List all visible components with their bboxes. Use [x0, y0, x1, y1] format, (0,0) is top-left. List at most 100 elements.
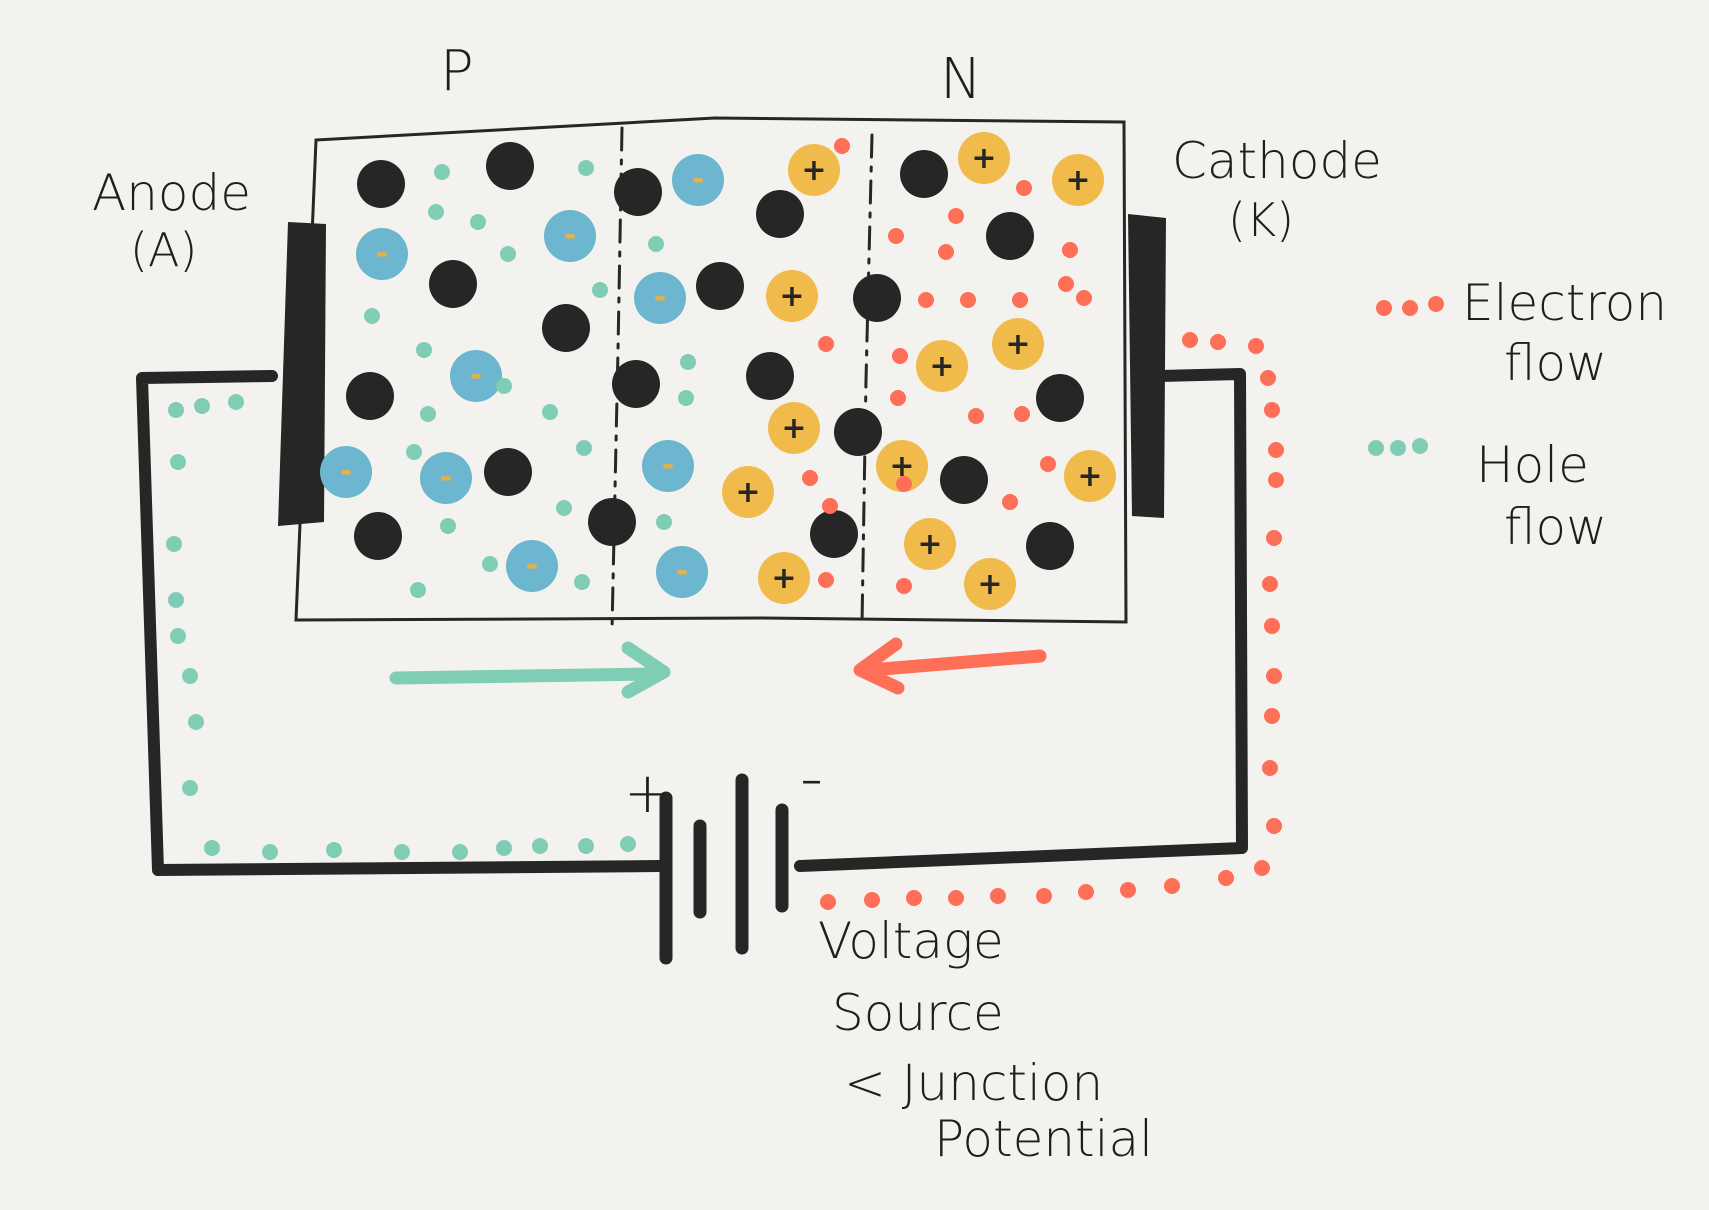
lattice-atom	[354, 512, 402, 560]
hole	[542, 404, 558, 420]
negative-ion	[506, 540, 558, 592]
electron	[822, 498, 838, 514]
electron	[864, 892, 880, 908]
hole	[394, 844, 410, 860]
hole	[416, 342, 432, 358]
hole	[262, 844, 278, 860]
hole	[482, 556, 498, 572]
electron	[1264, 708, 1280, 724]
negative-ion	[672, 154, 724, 206]
positive-ion	[766, 270, 818, 322]
n-region-label: N	[940, 47, 982, 112]
electron	[948, 208, 964, 224]
lattice-atom	[357, 160, 405, 208]
negative-ion-sign: -	[470, 358, 482, 393]
hole	[410, 582, 426, 598]
hole	[620, 836, 636, 852]
electron	[1210, 334, 1226, 350]
lattice-atom	[900, 150, 948, 198]
lattice-atom	[612, 360, 660, 408]
positive-ion-sign: +	[929, 349, 954, 384]
hole	[194, 398, 210, 414]
legend-hole-label-2: flow	[1504, 498, 1607, 556]
electron	[896, 578, 912, 594]
depletion-boundary-right	[860, 133, 874, 627]
lattice-atom	[756, 190, 804, 238]
positive-ion-sign: +	[781, 411, 806, 446]
depletion-boundaries	[610, 126, 874, 632]
wire-anode-side	[136, 370, 666, 876]
electron	[1262, 760, 1278, 776]
electron	[990, 888, 1006, 904]
negative-ion	[356, 228, 408, 280]
hole	[500, 246, 516, 262]
positive-ion-sign: +	[1005, 327, 1030, 362]
electron	[1218, 870, 1234, 886]
negative-ion	[656, 546, 708, 598]
lattice-atom	[486, 142, 534, 190]
positive-ion	[964, 558, 1016, 610]
hole-flow-arrow	[389, 641, 671, 699]
electron	[948, 890, 964, 906]
hole	[168, 592, 184, 608]
electron	[968, 408, 984, 424]
hole	[434, 164, 450, 180]
hole	[656, 514, 672, 530]
legend-electron-label-2: flow	[1504, 334, 1607, 392]
hole	[680, 354, 696, 370]
lattice-atom	[746, 352, 794, 400]
voltage-source-label-line3: < Junction	[844, 1054, 1103, 1112]
hole	[556, 500, 572, 516]
lattice-atom	[986, 212, 1034, 260]
holes	[166, 160, 696, 860]
positive-ion-sign: +	[801, 153, 826, 188]
hole	[496, 378, 512, 394]
hole	[578, 160, 594, 176]
positive-ion-sign: +	[917, 527, 942, 562]
diode-body	[294, 116, 1128, 624]
hole	[182, 780, 198, 796]
electron	[802, 470, 818, 486]
wire-cathode-side	[794, 368, 1248, 872]
lattice-atom	[810, 510, 858, 558]
electrons	[802, 138, 1284, 910]
positive-ions: + ++++++++ +++ +	[722, 132, 1116, 610]
lattice-atoms	[346, 142, 1084, 570]
hole	[592, 282, 608, 298]
electron	[906, 890, 922, 906]
hole	[532, 838, 548, 854]
positive-ion	[876, 440, 928, 492]
positive-ion	[722, 466, 774, 518]
cathode-label: Cathode	[1172, 132, 1382, 190]
lattice-atom	[542, 304, 590, 352]
negative-ion	[420, 452, 472, 504]
negative-ion	[544, 210, 596, 262]
electron	[1016, 180, 1032, 196]
battery	[659, 773, 789, 965]
lattice-atom	[484, 448, 532, 496]
positive-ion-sign: +	[977, 567, 1002, 602]
positive-ion	[992, 318, 1044, 370]
hole	[204, 840, 220, 856]
electron	[1264, 402, 1280, 418]
negative-ion-sign: -	[340, 454, 352, 489]
electron	[890, 390, 906, 406]
hole	[576, 440, 592, 456]
electron	[818, 336, 834, 352]
lattice-atom	[940, 456, 988, 504]
hole	[188, 714, 204, 730]
negative-ion-sign: -	[676, 554, 688, 589]
negative-ion-sign: -	[440, 460, 452, 495]
hole	[170, 628, 186, 644]
electron	[896, 476, 912, 492]
hole	[364, 308, 380, 324]
legend-electron-swatch	[1376, 296, 1444, 316]
lattice-atom	[834, 408, 882, 456]
lattice-atom	[614, 168, 662, 216]
electron	[1002, 494, 1018, 510]
anode-symbol-label: (A)	[130, 223, 197, 277]
positive-ion	[916, 340, 968, 392]
negative-ion-sign: -	[376, 236, 388, 271]
